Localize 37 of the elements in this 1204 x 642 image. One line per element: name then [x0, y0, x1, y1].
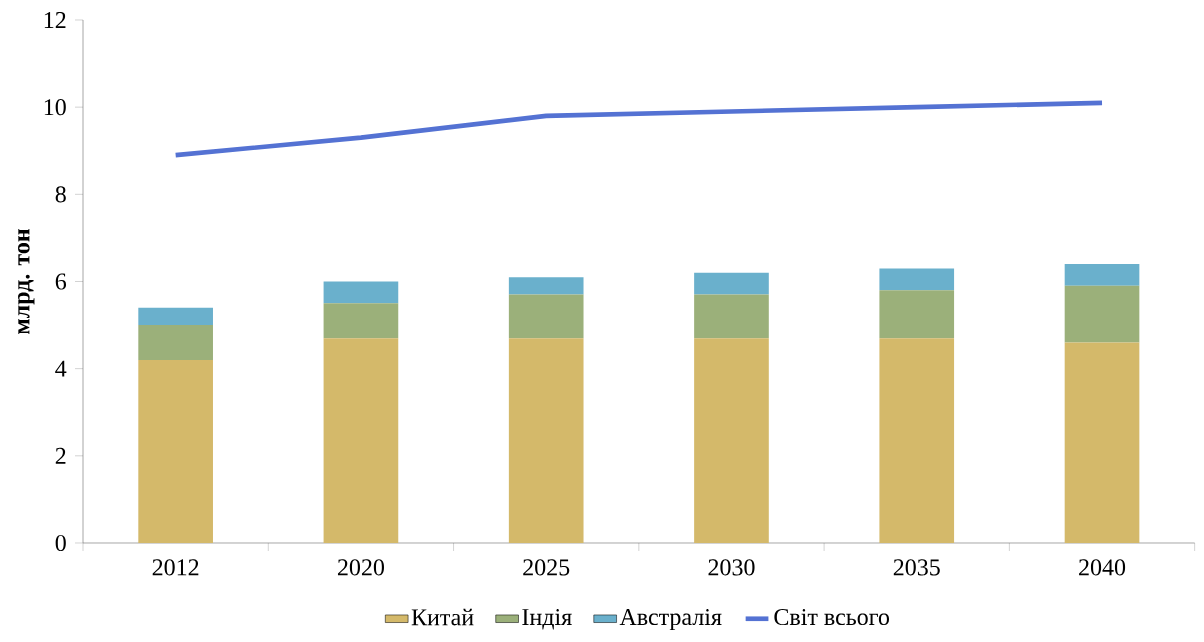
- y-tick-label: 6: [55, 273, 67, 290]
- y-tick-label: 12: [44, 12, 66, 28]
- bar: [694, 272, 769, 295]
- legend-label: Світ всього: [774, 609, 890, 626]
- legend-label: Австралія: [619, 609, 722, 630]
- y-tick-label: 0: [55, 534, 66, 552]
- bar: [323, 303, 399, 339]
- bar: [138, 359, 213, 543]
- y-tick-label: 10: [44, 99, 66, 116]
- y-axis-title: млрд. тон: [18, 228, 35, 334]
- x-tick-label: 2020: [337, 559, 384, 576]
- x-tick-label: 2012: [152, 559, 199, 576]
- y-tick-label: 8: [55, 186, 66, 203]
- x-tick-label: 2040: [1079, 559, 1126, 576]
- bar: [1064, 285, 1140, 343]
- bar: [323, 338, 399, 543]
- bar: [508, 294, 584, 339]
- line-series: [173, 100, 1105, 158]
- bar: [138, 307, 213, 326]
- y-tick-label: 2: [55, 447, 66, 464]
- bar: [694, 294, 769, 339]
- legend-label: Китай: [411, 608, 474, 626]
- bar: [508, 338, 584, 543]
- x-tick-label: 2025: [523, 559, 570, 576]
- y-tick-label: 4: [55, 360, 67, 377]
- legend-label: Індія: [522, 609, 572, 630]
- bar: [508, 277, 584, 295]
- bar: [138, 325, 213, 360]
- bar: [879, 290, 955, 339]
- bar: [879, 268, 955, 291]
- bar: [879, 338, 955, 543]
- bar: [1064, 342, 1140, 543]
- bar: [1064, 264, 1140, 286]
- x-tick-label: 2035: [893, 559, 940, 576]
- bar: [694, 338, 769, 543]
- x-tick-label: 2030: [708, 559, 755, 576]
- bar: [323, 281, 399, 304]
